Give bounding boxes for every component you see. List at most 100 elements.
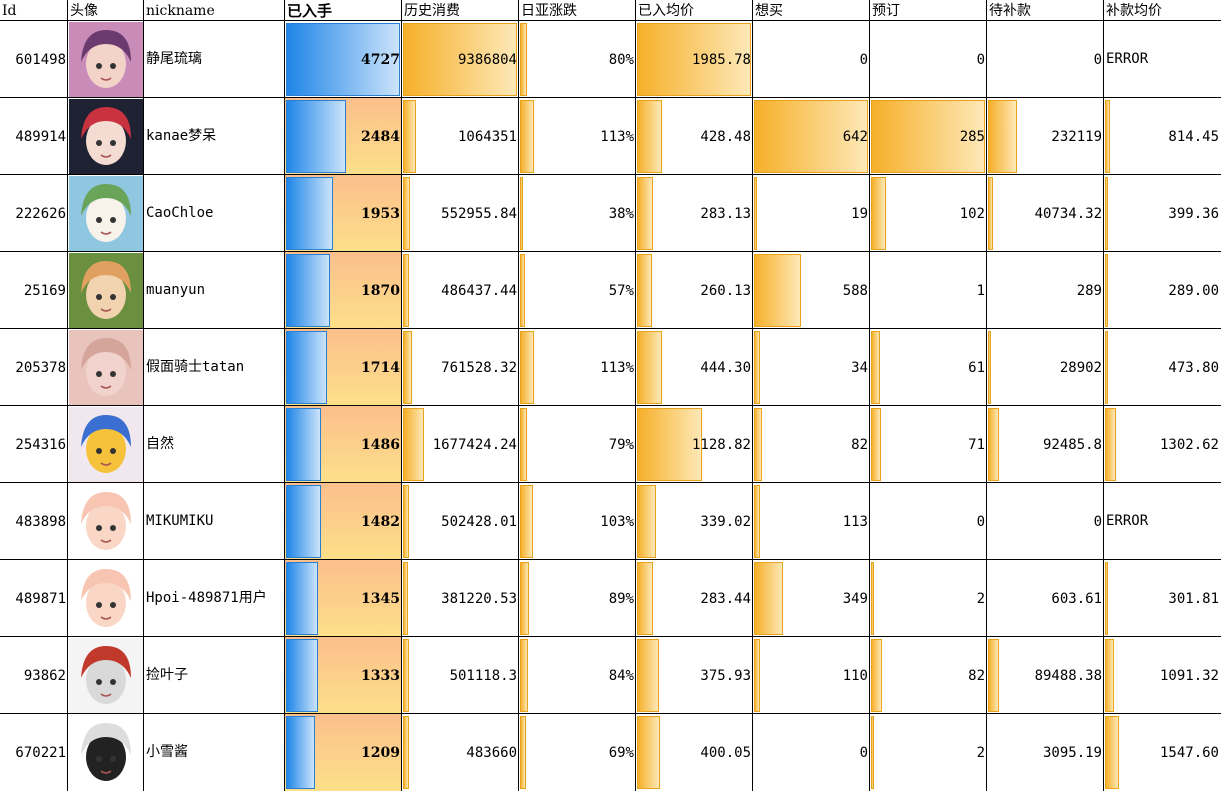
avg-cell[interactable]: 260.13	[636, 252, 753, 329]
nickname-cell[interactable]: 静尾琉璃	[144, 21, 285, 98]
nickname-column-header[interactable]: nickname	[146, 3, 215, 19]
pending-cell[interactable]: 0	[987, 483, 1104, 560]
nickname-cell[interactable]: muanyun	[144, 252, 285, 329]
nickname-cell[interactable]: 捡叶子	[144, 637, 285, 714]
owned-cell[interactable]: 4727	[285, 21, 402, 98]
pending_avg-cell[interactable]: 1547.60	[1104, 714, 1221, 791]
owned-cell[interactable]: 1870	[285, 252, 402, 329]
id-cell[interactable]: 222626	[0, 175, 68, 252]
owned-cell[interactable]: 1953	[285, 175, 402, 252]
pending_avg-cell[interactable]: 301.81	[1104, 560, 1221, 637]
owned-cell[interactable]: 1209	[285, 714, 402, 791]
spent-cell[interactable]: 9386804	[402, 21, 519, 98]
avg-price-column-header[interactable]: 已入均价	[638, 3, 694, 19]
spent-cell[interactable]: 502428.01	[402, 483, 519, 560]
pending_avg-cell[interactable]: 399.36	[1104, 175, 1221, 252]
change-cell[interactable]: 113%	[519, 98, 636, 175]
pending-cell[interactable]: 289	[987, 252, 1104, 329]
spent-cell[interactable]: 761528.32	[402, 329, 519, 406]
want-cell[interactable]: 349	[753, 560, 870, 637]
want-cell[interactable]: 0	[753, 714, 870, 791]
owned-column-header[interactable]: 已入手	[287, 2, 333, 20]
id-cell[interactable]: 489871	[0, 560, 68, 637]
id-cell[interactable]: 670221	[0, 714, 68, 791]
spent-cell[interactable]: 486437.44	[402, 252, 519, 329]
preorder-cell[interactable]: 71	[870, 406, 987, 483]
change-cell[interactable]: 79%	[519, 406, 636, 483]
pending-column-header[interactable]: 待补款	[989, 3, 1031, 19]
owned-cell[interactable]: 2484	[285, 98, 402, 175]
avg-cell[interactable]: 283.44	[636, 560, 753, 637]
avatar[interactable]	[68, 637, 144, 714]
change-cell[interactable]: 69%	[519, 714, 636, 791]
avatar[interactable]	[68, 175, 144, 252]
nickname-cell[interactable]: CaoChloe	[144, 175, 285, 252]
id-cell[interactable]: 489914	[0, 98, 68, 175]
avatar-column-header[interactable]: 头像	[70, 3, 98, 19]
preorder-cell[interactable]: 1	[870, 252, 987, 329]
avatar[interactable]	[68, 560, 144, 637]
spent-cell[interactable]: 501118.3	[402, 637, 519, 714]
want-cell[interactable]: 19	[753, 175, 870, 252]
pending-cell[interactable]: 40734.32	[987, 175, 1104, 252]
want-cell[interactable]: 110	[753, 637, 870, 714]
avg-cell[interactable]: 283.13	[636, 175, 753, 252]
id-cell[interactable]: 25169	[0, 252, 68, 329]
id-cell[interactable]: 205378	[0, 329, 68, 406]
preorder-column-header[interactable]: 预订	[872, 3, 900, 19]
avatar[interactable]	[68, 714, 144, 791]
pending_avg-cell[interactable]: ERROR	[1104, 483, 1221, 560]
pending_avg-cell[interactable]: 289.00	[1104, 252, 1221, 329]
pending-avg-column-header[interactable]: 补款均价	[1106, 3, 1162, 19]
spent-cell[interactable]: 1677424.24	[402, 406, 519, 483]
id-cell[interactable]: 601498	[0, 21, 68, 98]
owned-cell[interactable]: 1345	[285, 560, 402, 637]
preorder-cell[interactable]: 2	[870, 560, 987, 637]
pending_avg-cell[interactable]: 814.45	[1104, 98, 1221, 175]
preorder-cell[interactable]: 285	[870, 98, 987, 175]
avatar[interactable]	[68, 98, 144, 175]
pending_avg-cell[interactable]: 1091.32	[1104, 637, 1221, 714]
avg-cell[interactable]: 428.48	[636, 98, 753, 175]
want-column-header[interactable]: 想买	[755, 3, 783, 19]
change-cell[interactable]: 103%	[519, 483, 636, 560]
pending-cell[interactable]: 28902	[987, 329, 1104, 406]
pending_avg-cell[interactable]: ERROR	[1104, 21, 1221, 98]
change-cell[interactable]: 84%	[519, 637, 636, 714]
want-cell[interactable]: 34	[753, 329, 870, 406]
want-cell[interactable]: 642	[753, 98, 870, 175]
owned-cell[interactable]: 1482	[285, 483, 402, 560]
pending_avg-cell[interactable]: 1302.62	[1104, 406, 1221, 483]
change-cell[interactable]: 89%	[519, 560, 636, 637]
nickname-cell[interactable]: 假面骑士tatan	[144, 329, 285, 406]
spent-cell[interactable]: 552955.84	[402, 175, 519, 252]
avg-cell[interactable]: 375.93	[636, 637, 753, 714]
nickname-cell[interactable]: Hpoi-489871用户	[144, 560, 285, 637]
preorder-cell[interactable]: 0	[870, 483, 987, 560]
change-column-header[interactable]: 日亚涨跌	[521, 3, 577, 19]
change-cell[interactable]: 113%	[519, 329, 636, 406]
id-column-header[interactable]: Id	[2, 3, 17, 19]
avatar[interactable]	[68, 21, 144, 98]
want-cell[interactable]: 588	[753, 252, 870, 329]
avatar[interactable]	[68, 483, 144, 560]
want-cell[interactable]: 113	[753, 483, 870, 560]
avatar[interactable]	[68, 406, 144, 483]
change-cell[interactable]: 38%	[519, 175, 636, 252]
id-cell[interactable]: 483898	[0, 483, 68, 560]
avg-cell[interactable]: 444.30	[636, 329, 753, 406]
pending-cell[interactable]: 3095.19	[987, 714, 1104, 791]
pending-cell[interactable]: 0	[987, 21, 1104, 98]
id-cell[interactable]: 93862	[0, 637, 68, 714]
avatar[interactable]	[68, 329, 144, 406]
preorder-cell[interactable]: 2	[870, 714, 987, 791]
pending-cell[interactable]: 89488.38	[987, 637, 1104, 714]
spent-column-header[interactable]: 历史消费	[404, 3, 460, 19]
nickname-cell[interactable]: 小雪酱	[144, 714, 285, 791]
change-cell[interactable]: 57%	[519, 252, 636, 329]
nickname-cell[interactable]: kanae梦呆	[144, 98, 285, 175]
owned-cell[interactable]: 1486	[285, 406, 402, 483]
avg-cell[interactable]: 339.02	[636, 483, 753, 560]
preorder-cell[interactable]: 102	[870, 175, 987, 252]
pending_avg-cell[interactable]: 473.80	[1104, 329, 1221, 406]
